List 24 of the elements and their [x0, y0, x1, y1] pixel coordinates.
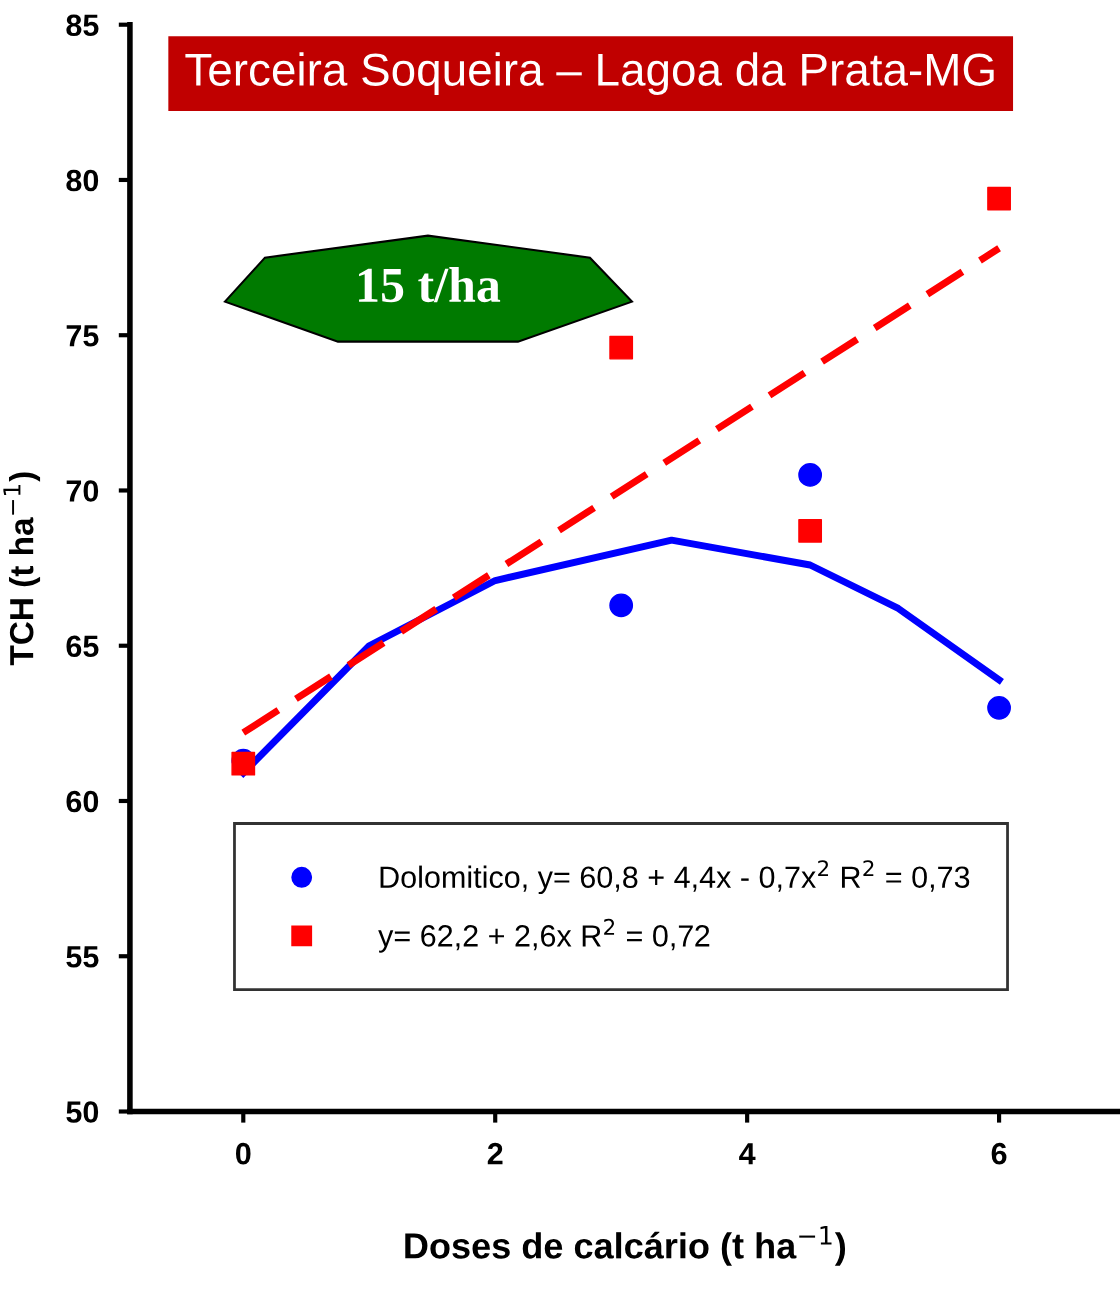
x-tick-label: 6	[991, 1142, 1007, 1165]
y-tick-label: 70	[66, 480, 99, 502]
point	[609, 335, 634, 360]
point	[798, 518, 823, 543]
y-axis-title: TCH (t ha$^{−1}$)	[3, 472, 41, 666]
x-tick-label: 0	[236, 1142, 251, 1165]
point	[798, 463, 823, 487]
y-tick-label: 50	[66, 1101, 99, 1123]
y-tick-label: 85	[66, 14, 99, 37]
x-tick-label: 4	[739, 1143, 756, 1165]
y-tick-label: 55	[66, 946, 99, 968]
point	[987, 186, 1011, 211]
y-tick-label: 75	[66, 325, 99, 347]
point	[609, 593, 634, 618]
legend-label: Dolomitico, y= 60,8 + 4,4x - 0,7x$^{2}$ R$^{2}$ = 0,73	[380, 860, 970, 895]
x-tick-label: 2	[487, 1142, 503, 1165]
y-tick-label: 65	[66, 635, 99, 658]
y-tick-label: 80	[66, 169, 99, 192]
y-tick-label: 60	[66, 790, 99, 813]
point	[987, 695, 1011, 720]
annotation: 15 t/ha	[359, 266, 501, 303]
text: Terceira Soqueira – Lagoa da Prata-MG	[185, 52, 994, 95]
legend-label: y= 62,2 + 2,6x R$^{2}$ = 0,72	[378, 918, 710, 953]
x-axis-title: Doses de calcário (t ha$^{−1}$)	[405, 1226, 846, 1266]
